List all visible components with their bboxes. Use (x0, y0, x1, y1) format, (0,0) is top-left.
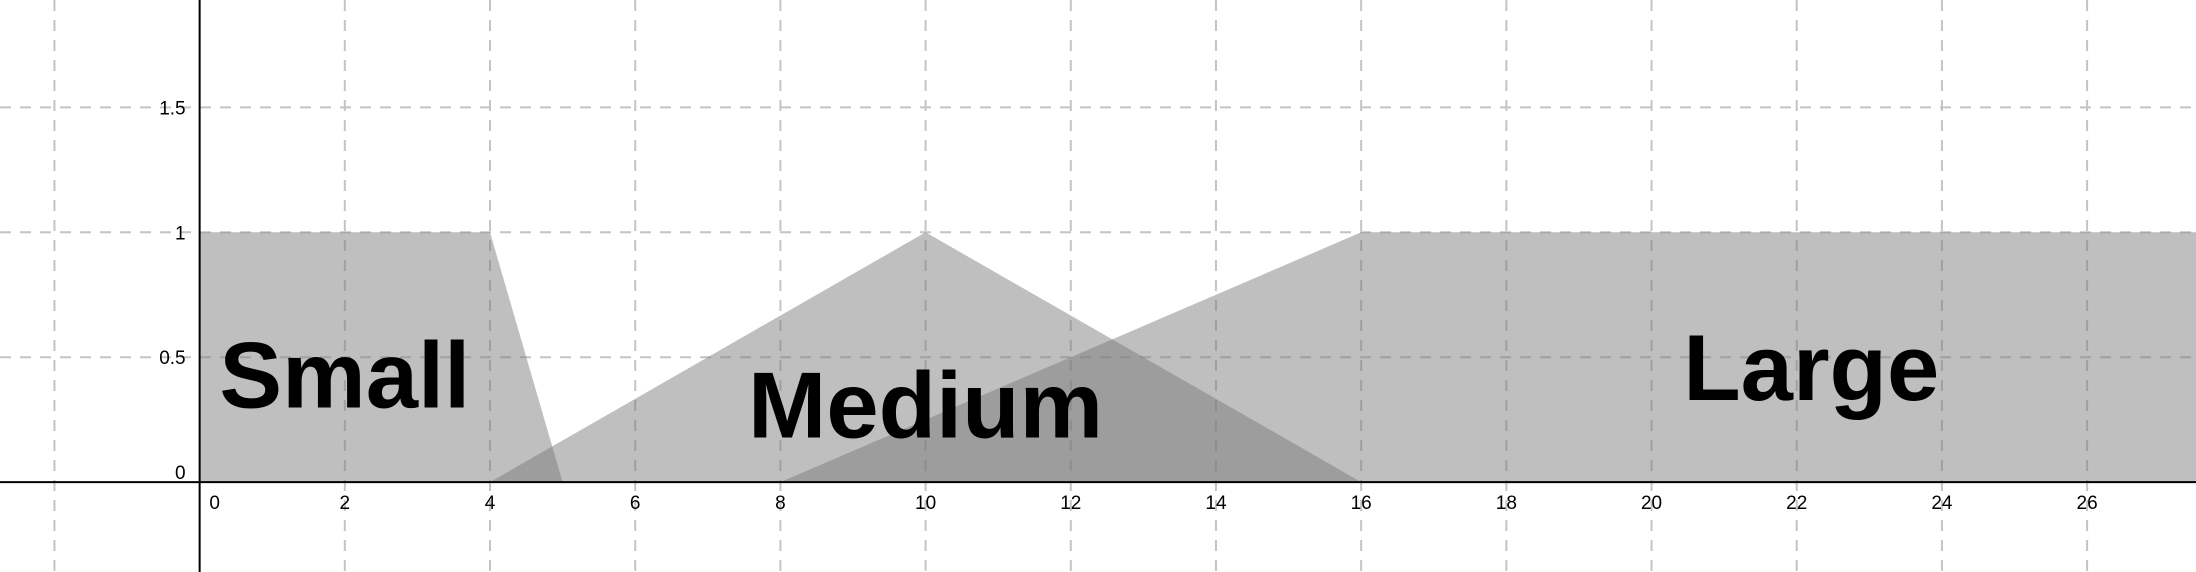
area-medium (490, 232, 1362, 483)
x-tick-label-12: 12 (1060, 493, 1081, 514)
x-tick-label-0: 0 (209, 493, 220, 514)
region-labels: Small Medium Large (219, 315, 1939, 457)
y-tick-label-1.5: 1.5 (159, 98, 185, 119)
y-tick-label-0: 0 (175, 463, 186, 484)
label-medium: Medium (748, 353, 1103, 458)
membership-areas (199, 232, 2196, 483)
x-tick-label-10: 10 (915, 493, 936, 514)
x-tick-label-4: 4 (485, 493, 496, 514)
x-tick-label-18: 18 (1496, 493, 1517, 514)
y-tick-label-0.5: 0.5 (159, 348, 185, 369)
x-tick-label-26: 26 (2077, 493, 2098, 514)
label-large: Large (1683, 315, 1939, 420)
x-tick-label-20: 20 (1641, 493, 1662, 514)
x-tick-label-2: 2 (340, 493, 351, 514)
x-tick-label-8: 8 (775, 493, 786, 514)
x-tick-label-16: 16 (1351, 493, 1372, 514)
label-small: Small (219, 323, 470, 428)
x-tick-label-14: 14 (1205, 493, 1227, 514)
x-tick-label-24: 24 (1931, 493, 1953, 514)
area-large (780, 232, 2196, 483)
x-tick-label-22: 22 (1786, 493, 1807, 514)
area-small (199, 232, 563, 483)
x-tick-label-6: 6 (630, 493, 641, 514)
y-tick-label-1: 1 (175, 223, 186, 244)
